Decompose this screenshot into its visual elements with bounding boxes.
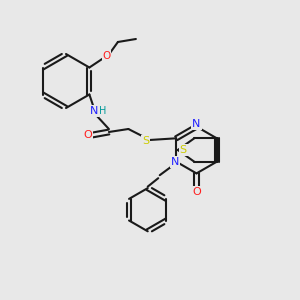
Text: H: H: [99, 106, 106, 116]
Text: O: O: [83, 130, 92, 140]
Text: N: N: [192, 119, 201, 129]
Text: N: N: [90, 106, 98, 116]
Text: O: O: [102, 51, 111, 61]
Text: S: S: [180, 145, 187, 155]
Text: S: S: [142, 136, 149, 146]
Text: O: O: [192, 187, 201, 197]
Text: N: N: [170, 157, 179, 167]
